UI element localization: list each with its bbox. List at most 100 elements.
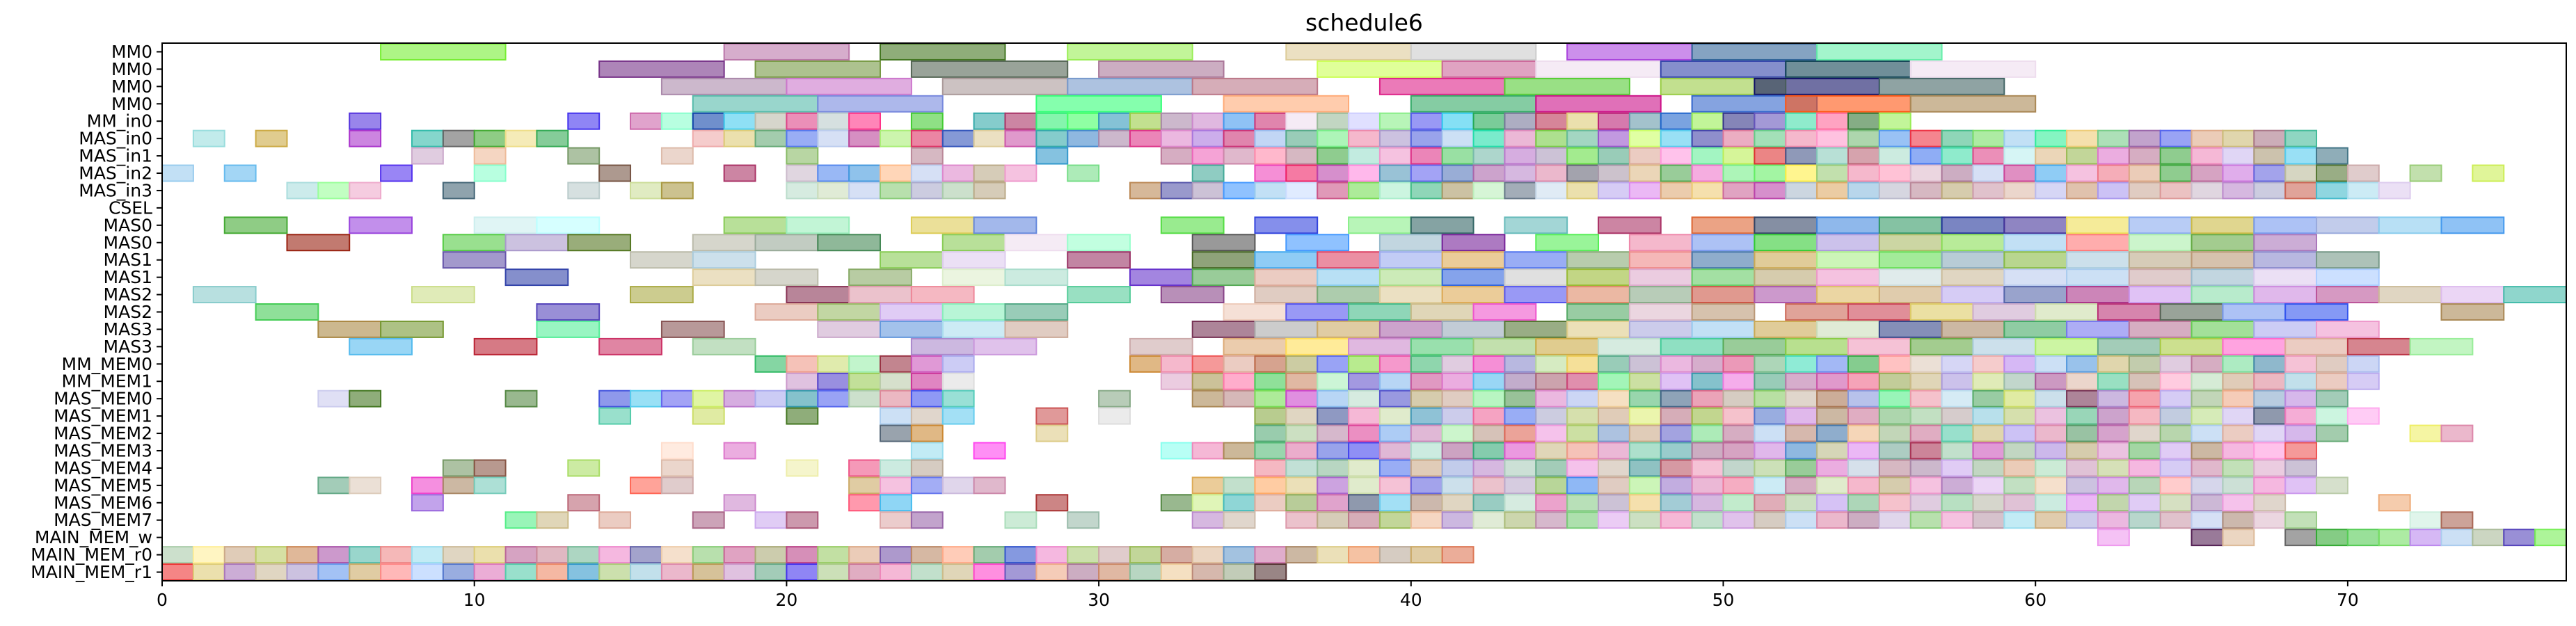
schedule-bar xyxy=(1691,355,1724,373)
schedule-bar xyxy=(1754,476,1787,495)
schedule-bar xyxy=(2191,182,2224,200)
schedule-bar xyxy=(1160,112,1193,130)
schedule-bar xyxy=(1909,372,1943,390)
schedule-bar xyxy=(2066,390,2099,408)
schedule-bar xyxy=(1254,442,1287,460)
schedule-bar xyxy=(1909,303,1974,321)
schedule-bar xyxy=(2284,182,2318,200)
schedule-bar xyxy=(161,546,194,564)
schedule-bar xyxy=(2222,494,2255,512)
schedule-bar xyxy=(2222,129,2255,147)
schedule-bar xyxy=(1691,164,1724,182)
schedule-bar xyxy=(1004,234,1069,252)
schedule-bar xyxy=(1972,494,2005,512)
schedule-bar xyxy=(1628,303,1693,321)
schedule-bar xyxy=(1191,476,1225,495)
schedule-bar xyxy=(2253,511,2287,529)
schedule-bar xyxy=(1878,77,2005,95)
schedule-bar xyxy=(1660,129,1693,147)
schedule-bar xyxy=(1691,147,1724,165)
schedule-bar xyxy=(1691,303,1756,321)
schedule-bar xyxy=(2066,407,2099,425)
schedule-bar xyxy=(1348,182,1381,200)
schedule-bar xyxy=(1254,147,1287,165)
schedule-bar xyxy=(941,563,975,581)
schedule-bar xyxy=(1847,303,1911,321)
schedule-bar xyxy=(754,546,788,564)
schedule-bar xyxy=(692,268,756,287)
schedule-bar xyxy=(1909,164,1943,182)
schedule-bar xyxy=(317,320,382,338)
schedule-bar xyxy=(754,112,788,130)
schedule-bar xyxy=(1535,234,1600,252)
schedule-bar xyxy=(1472,164,1506,182)
schedule-bar xyxy=(1722,494,1756,512)
schedule-bar xyxy=(1754,407,1787,425)
schedule-bar xyxy=(1285,337,1350,355)
schedule-bar xyxy=(2316,164,2348,182)
schedule-bar xyxy=(2378,216,2442,234)
schedule-bar xyxy=(1566,320,1630,338)
y-tick-label: MAS_MEM1 xyxy=(54,406,152,426)
schedule-bar xyxy=(1754,251,1818,269)
x-tick-label: 30 xyxy=(1088,590,1110,610)
schedule-bar xyxy=(2159,337,2224,355)
schedule-bar xyxy=(1941,234,2005,252)
schedule-bar xyxy=(2097,476,2130,495)
schedule-bar xyxy=(1972,390,2005,408)
schedule-bar xyxy=(2316,286,2380,304)
schedule-bar xyxy=(255,129,288,147)
schedule-bar xyxy=(786,459,819,477)
schedule-bar xyxy=(1410,95,1537,113)
schedule-bar xyxy=(1535,476,1568,495)
schedule-bar xyxy=(848,268,912,287)
schedule-bar xyxy=(1441,320,1506,338)
schedule-bar xyxy=(2284,407,2318,425)
schedule-bar xyxy=(1535,129,1568,147)
schedule-bar xyxy=(1004,164,1037,182)
schedule-bar xyxy=(1160,129,1193,147)
schedule-bar xyxy=(442,182,475,200)
schedule-bar xyxy=(817,164,850,182)
schedule-bar xyxy=(1722,112,1756,130)
schedule-bar xyxy=(1067,546,1100,564)
schedule-bar xyxy=(1472,147,1506,165)
schedule-bar xyxy=(1035,494,1069,512)
schedule-bar xyxy=(817,112,850,130)
schedule-bar xyxy=(2253,234,2318,252)
schedule-bar xyxy=(2534,529,2568,547)
schedule-bar xyxy=(1504,390,1537,408)
schedule-bar xyxy=(910,563,944,581)
y-tick-label: MAS1 xyxy=(104,267,152,287)
schedule-bar xyxy=(786,286,850,304)
schedule-bar xyxy=(1035,407,1069,425)
schedule-bar xyxy=(1847,476,1880,495)
schedule-bar xyxy=(192,546,225,564)
schedule-bar xyxy=(536,303,601,321)
schedule-bar xyxy=(1598,129,1630,147)
schedule-bar xyxy=(2066,164,2099,182)
schedule-bar xyxy=(910,216,975,234)
schedule-bar xyxy=(2097,390,2130,408)
schedule-bar xyxy=(880,459,912,477)
schedule-bar xyxy=(1566,182,1600,200)
schedule-bar xyxy=(1691,216,1756,234)
schedule-bar xyxy=(1722,355,1756,373)
schedule-bar xyxy=(1847,459,1880,477)
schedule-bar xyxy=(1098,112,1131,130)
schedule-bar xyxy=(2003,164,2037,182)
schedule-bar xyxy=(2159,129,2193,147)
y-tick-label: MAS0 xyxy=(104,215,152,235)
schedule-bar xyxy=(2128,147,2161,165)
schedule-bar xyxy=(2346,529,2380,547)
schedule-bar xyxy=(1691,459,1724,477)
schedule-bar xyxy=(1847,164,1880,182)
schedule-bar xyxy=(1535,337,1600,355)
schedule-bar xyxy=(1566,164,1600,182)
schedule-bar xyxy=(598,337,662,355)
schedule-bar xyxy=(1067,77,1193,95)
schedule-bar xyxy=(754,234,819,252)
schedule-bar xyxy=(1754,129,1787,147)
schedule-bar xyxy=(880,129,912,147)
schedule-bar xyxy=(1410,546,1443,564)
